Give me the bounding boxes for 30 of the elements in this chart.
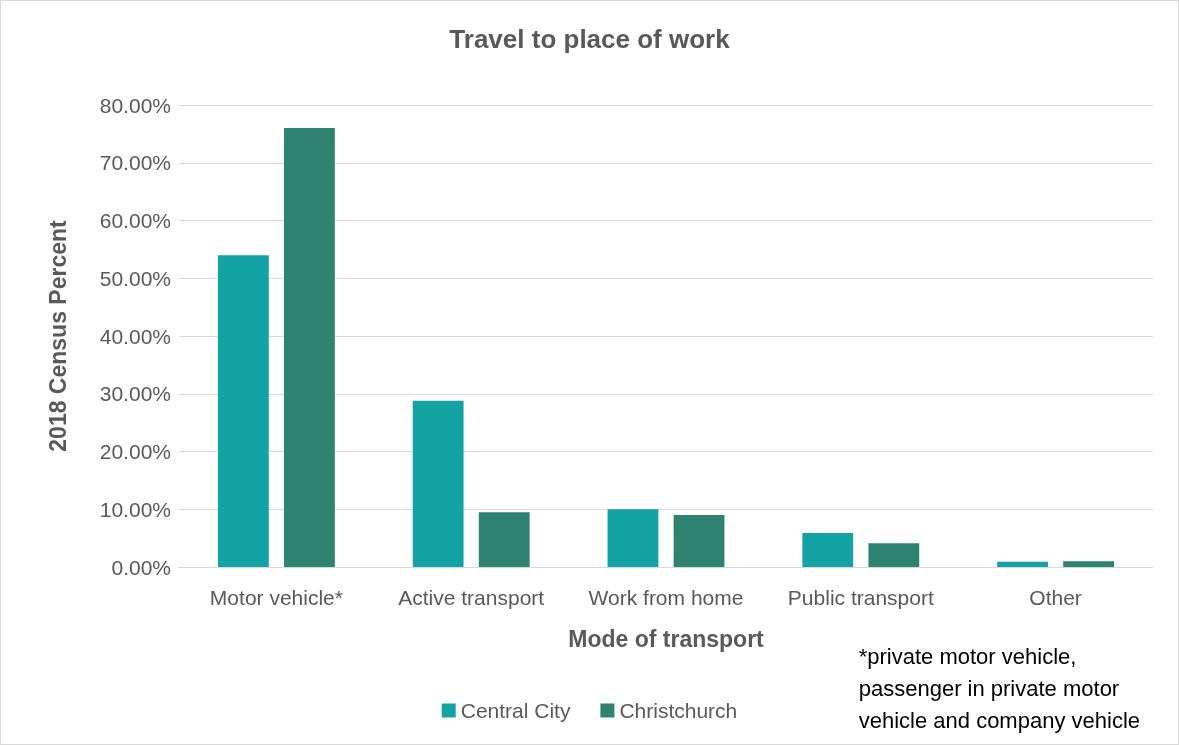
bar [997,561,1048,567]
bar [802,532,854,567]
y-tick-label: 20.00% [99,440,171,463]
y-tick-label: 50.00% [99,266,171,290]
x-tick-label: Other [1029,586,1082,609]
y-tick-label: 60.00% [99,209,171,232]
bar [1063,561,1115,567]
x-tick-label: Motor vehicle* [209,586,343,609]
text: *private motor vehicle, passenger in private motor vehicle and company vehicle [858,643,1141,733]
bar [478,512,530,567]
y-tick-label: 80.00% [99,93,171,117]
bar [868,543,920,567]
y-tick-label: 30.00% [99,382,171,406]
x-tick-label: Public transport [787,586,934,609]
legend-label: Central City [460,699,571,722]
y-axis-title: 2018 Census Percent [44,219,71,452]
y-tick-label: 40.00% [99,324,171,348]
y-tick-label: 0.00% [111,555,171,579]
bar [607,509,659,567]
y-tick-label: 70.00% [99,151,171,175]
x-axis-title: Mode of transport [568,625,765,652]
x-tick-label: Active transport [398,586,545,609]
y-tick-label: 10.00% [99,497,171,521]
bar [412,400,464,567]
chart-title: Travel to place of work [449,24,731,54]
legend-label: Christchurch [619,699,738,722]
bar [217,255,269,567]
bar [284,128,335,567]
bar [673,515,725,567]
x-tick-label: Work from home [588,586,744,609]
